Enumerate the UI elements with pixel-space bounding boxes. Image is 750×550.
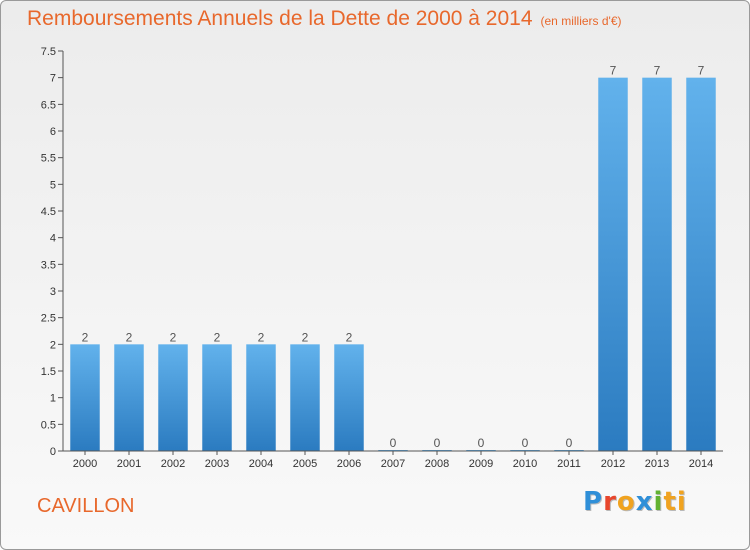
y-tick-label: 2 [50,339,56,351]
x-tick-label: 2001 [117,458,141,470]
bar [158,344,188,451]
bar [114,344,144,451]
bar-value-label: 2 [346,330,353,344]
x-tick-label: 2012 [601,458,625,470]
y-tick-label: 4 [50,233,56,245]
bar [290,344,320,451]
bar-value-label: 0 [478,436,485,450]
logo-letter: ti [663,487,687,517]
chart-title-text: Remboursements Annuels de la Dette de 20… [27,7,533,30]
y-tick-label: 4.5 [41,206,56,218]
bar [202,344,232,451]
x-tick-label: 2007 [381,458,405,470]
chart-units: (en milliers d'€) [540,14,622,28]
y-tick-label: 5 [50,179,56,191]
y-tick-label: 2.5 [41,313,56,325]
bar-value-label: 2 [126,330,133,344]
x-tick-label: 2009 [469,458,493,470]
y-axis: 0 0.5 1 1.5 2 2.5 3 3.5 4 4.5 5 5.5 6 6.5 7 7.5 [41,46,64,458]
bar-value-label: 2 [170,330,177,344]
y-tick-label: 1.5 [41,366,56,378]
logo-letter: o [616,487,636,517]
y-tick-label: 3.5 [41,259,56,271]
x-tick-label: 2005 [293,458,317,470]
y-tick-label: 3 [50,286,56,298]
y-tick-label: 7.5 [41,46,56,58]
bar-value-label: 0 [522,436,529,450]
y-tick-label: 6.5 [41,99,56,111]
x-tick-label: 2014 [689,458,713,470]
proxiti-logo: Proxiti [583,487,687,517]
x-tick-label: 2008 [425,458,449,470]
logo-letter: P [583,487,604,517]
bar-value-label: 0 [434,436,441,450]
x-tick-label: 2006 [337,458,361,470]
x-tick-label: 2013 [645,458,669,470]
chart-title: Remboursements Annuels de la Dette de 20… [27,7,622,31]
y-tick-label: 6 [50,126,56,138]
y-tick-label: 0 [50,446,56,458]
bar-value-label: 0 [390,436,397,450]
logo-letter: r [603,487,617,517]
bar-value-label: 7 [698,64,705,78]
bar [598,77,628,452]
logo-letter: i [653,487,664,517]
bar-value-label: 2 [214,330,221,344]
y-tick-label: 7 [50,73,56,85]
x-tick-label: 2000 [73,458,97,470]
bar-value-label: 7 [654,64,661,78]
x-axis: 2000 2001 2002 2003 2004 2005 2006 2007 2008 2009… [63,450,723,470]
bar-value-label: 2 [82,330,89,344]
y-tick-label: 0.5 [41,419,56,431]
bar [642,77,672,452]
logo-letter: x [635,487,654,517]
x-tick-label: 2002 [161,458,185,470]
bar [686,77,716,452]
bar-value-label: 0 [566,436,573,450]
y-tick-label: 5.5 [41,153,56,165]
bar-value-label: 7 [610,64,617,78]
x-tick-label: 2011 [557,458,581,470]
bar-value-label: 2 [302,330,309,344]
x-tick-label: 2010 [513,458,537,470]
x-tick-label: 2004 [249,458,273,470]
bars: 2 2 2 2 2 2 2 0 0 0 0 0 7 7 7 [70,64,716,452]
x-tick-label: 2003 [205,458,229,470]
bar [334,344,364,451]
bar [246,344,276,451]
commune-name: CAVILLON [37,495,135,517]
bar [70,344,100,451]
y-tick-label: 1 [50,393,56,405]
bar-value-label: 2 [258,330,265,344]
